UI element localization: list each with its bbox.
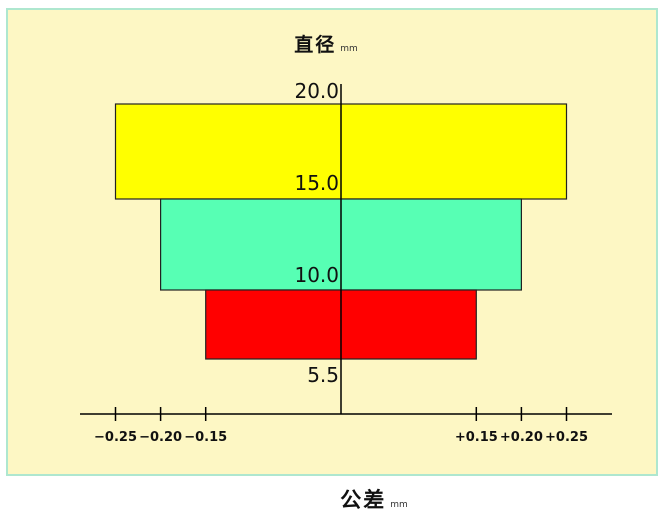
y-axis-unit: mm xyxy=(340,44,358,54)
y-axis-title: 直径 mm xyxy=(0,30,660,57)
diameter-label: 5.5 xyxy=(307,363,339,387)
x-tick-label: −0.15 xyxy=(184,430,227,445)
diameter-label: 15.0 xyxy=(294,171,339,195)
diameter-label: 20.0 xyxy=(294,79,339,103)
x-axis-title: 公差 mm xyxy=(40,484,668,514)
y-axis-label: 直径 xyxy=(294,34,337,56)
x-tick-label: +0.15 xyxy=(455,430,498,445)
x-tick-label: +0.25 xyxy=(545,430,588,445)
x-axis-label: 公差 xyxy=(340,488,387,512)
diameter-label: 10.0 xyxy=(294,263,339,287)
x-tick-label: +0.20 xyxy=(500,430,543,445)
x-tick-label: −0.25 xyxy=(94,430,137,445)
x-tick-label: −0.20 xyxy=(139,430,182,445)
x-axis-unit: mm xyxy=(390,500,408,510)
